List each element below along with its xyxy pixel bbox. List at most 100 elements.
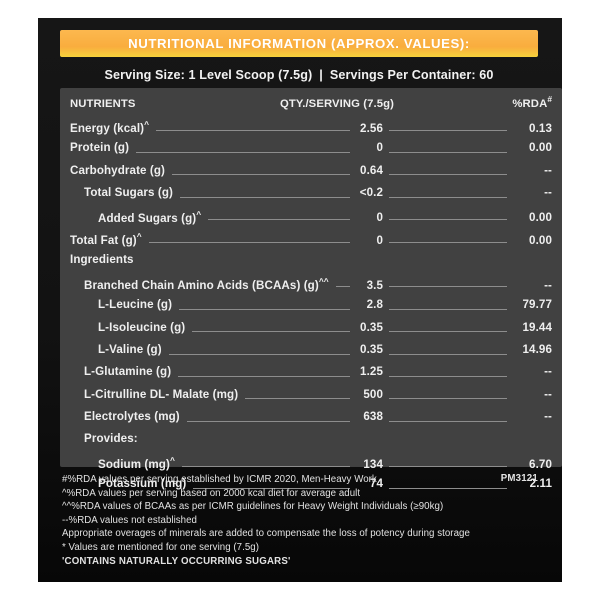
row-label-superscript: ^ [169, 454, 175, 465]
row-label: Potassium (mg) [98, 477, 187, 491]
leader-line-secondary [389, 487, 507, 489]
leader-line [168, 353, 351, 355]
row-label-superscript: ^ [136, 230, 142, 241]
leader-line [179, 196, 351, 198]
leader-line [172, 174, 350, 176]
row-rda-value: 2.11 [529, 477, 552, 491]
table-row: Electrolytes (mg) 638 -- [70, 410, 552, 432]
table-row: L-Valine (g) 0.35 14.96 [70, 343, 552, 365]
row-label: Added Sugars (g)^ [98, 208, 202, 225]
row-rda-value: -- [544, 278, 552, 292]
nutrition-table: NUTRIENTS QTY./SERVING (7.5g) %RDA# Ener… [60, 88, 562, 490]
column-header-rda-superscript: # [547, 94, 552, 104]
leader-line [136, 152, 350, 154]
leader-line-secondary [389, 174, 507, 176]
row-label: Protein (g) [70, 141, 130, 155]
leader-line [178, 375, 350, 377]
row-label-superscript: ^ [196, 208, 202, 219]
table-row: L-Isoleucine (g) 0.35 19.44 [70, 321, 552, 343]
footnote-line: ^%RDA values per serving based on 2000 k… [62, 487, 361, 499]
table-row: Protein (g) 0 0.00 [70, 141, 552, 163]
table-row: L-Citrulline DL- Malate (mg) 500 -- [70, 388, 552, 410]
row-rda-value: 6.70 [529, 457, 552, 471]
column-header-rda-text: %RDA [512, 97, 548, 110]
footnotes-list: #%RDA values per serving established by … [62, 473, 482, 568]
row-qty-value: 0.35 [360, 342, 383, 356]
leader-line-secondary [389, 286, 507, 288]
leader-line-secondary [389, 196, 507, 198]
row-qty-value: 638 [363, 410, 383, 424]
row-qty-value: 2.8 [366, 298, 383, 312]
page-title: NUTRITIONAL INFORMATION (APPROX. VALUES)… [128, 36, 470, 51]
row-qty-value: 0.35 [360, 320, 383, 334]
row-qty-value: <0.2 [359, 186, 383, 200]
leader-line-secondary [389, 308, 507, 310]
row-label: Total Fat (g)^ [70, 230, 142, 247]
table-row: Total Sugars (g) <0.2 -- [70, 186, 552, 208]
leader-line [245, 398, 350, 400]
leader-line [156, 129, 350, 131]
row-label: Branched Chain Amino Acids (BCAAs) (g)^^ [84, 275, 329, 292]
table-row: Energy (kcal)^ 2.56 0.13 [70, 119, 552, 141]
row-qty-value: 500 [363, 387, 383, 401]
leader-line-secondary [389, 264, 507, 265]
row-rda-value: 0.13 [529, 121, 552, 135]
row-label-superscript: ^^ [318, 275, 329, 286]
column-header-nutrients: NUTRIENTS [70, 97, 136, 110]
row-qty-value: 0 [376, 141, 383, 155]
leader-line-secondary [389, 353, 507, 355]
leader-line-secondary [389, 129, 507, 131]
leader-line [145, 443, 350, 444]
nutritional-information-title-bar: NUTRITIONAL INFORMATION (APPROX. VALUES)… [60, 30, 538, 57]
row-label-superscript: ^ [144, 119, 150, 129]
footnote-line: Appropriate overages of minerals are add… [62, 528, 470, 540]
leader-line [335, 286, 351, 288]
leader-line [181, 465, 351, 467]
row-rda-value: 19.44 [522, 320, 552, 334]
row-rda-value: -- [544, 387, 552, 401]
row-qty-value: 0 [376, 233, 383, 247]
footnote-line: 'CONTAINS NATURALLY OCCURRING SUGARS' [62, 555, 291, 567]
row-rda-value: 0.00 [529, 211, 552, 225]
table-section-row: Provides: [70, 432, 552, 454]
row-qty-value: 134 [363, 457, 383, 471]
leader-line-secondary [389, 219, 507, 221]
table-row: Carbohydrate (g) 0.64 -- [70, 164, 552, 186]
row-rda-value: 79.77 [522, 298, 552, 312]
row-label: Carbohydrate (g) [70, 163, 166, 177]
table-header-row: NUTRIENTS QTY./SERVING (7.5g) %RDA# [70, 94, 552, 119]
row-label: Energy (kcal)^ [70, 119, 150, 135]
leader-line [179, 308, 350, 310]
leader-line [141, 264, 350, 265]
leader-line-secondary [389, 152, 507, 154]
row-qty-value: 0 [376, 211, 383, 225]
leader-line-secondary [389, 398, 507, 400]
table-row: Added Sugars (g)^ 0 0.00 [70, 209, 552, 231]
table-row: Branched Chain Amino Acids (BCAAs) (g)^^… [70, 276, 552, 298]
serving-info: Serving Size: 1 Level Scoop (7.5g) | Ser… [60, 63, 538, 87]
table-row: Total Fat (g)^ 0 0.00 [70, 231, 552, 253]
row-label: Provides: [84, 432, 138, 446]
leader-line-secondary [389, 375, 507, 377]
row-rda-value: -- [544, 163, 552, 177]
row-qty-value: 1.25 [360, 365, 383, 379]
row-label: L-Valine (g) [98, 342, 162, 356]
footnote-line: #%RDA values per serving established by … [62, 474, 377, 485]
serving-separator: | [319, 68, 323, 82]
row-label: Sodium (mg)^ [98, 454, 175, 471]
row-rda-value: 0.00 [529, 141, 552, 155]
table-section-row: Ingredients [70, 253, 552, 275]
row-label: L-Isoleucine (g) [98, 320, 186, 334]
row-qty-value: 74 [369, 477, 383, 491]
leader-line-secondary [389, 465, 507, 467]
table-row: L-Leucine (g) 2.8 79.77 [70, 298, 552, 320]
column-header-qty-per-serving: QTY./SERVING (7.5g) [279, 97, 394, 110]
row-rda-value: 14.96 [522, 342, 552, 356]
leader-line [186, 420, 351, 422]
leader-line [192, 331, 350, 333]
leader-line-secondary [389, 331, 507, 333]
column-header-rda: %RDA# [512, 94, 552, 110]
row-qty-value: 0.64 [360, 163, 383, 177]
row-label: L-Citrulline DL- Malate (mg) [84, 387, 239, 401]
